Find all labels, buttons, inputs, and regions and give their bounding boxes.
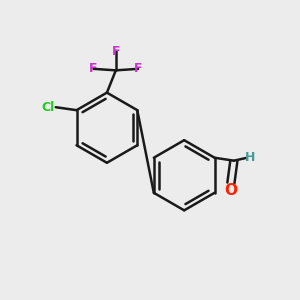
Text: F: F [89, 62, 98, 75]
Text: H: H [245, 151, 255, 164]
Text: F: F [134, 62, 142, 75]
Text: O: O [224, 183, 237, 198]
Text: Cl: Cl [42, 101, 55, 114]
Text: F: F [112, 44, 120, 58]
